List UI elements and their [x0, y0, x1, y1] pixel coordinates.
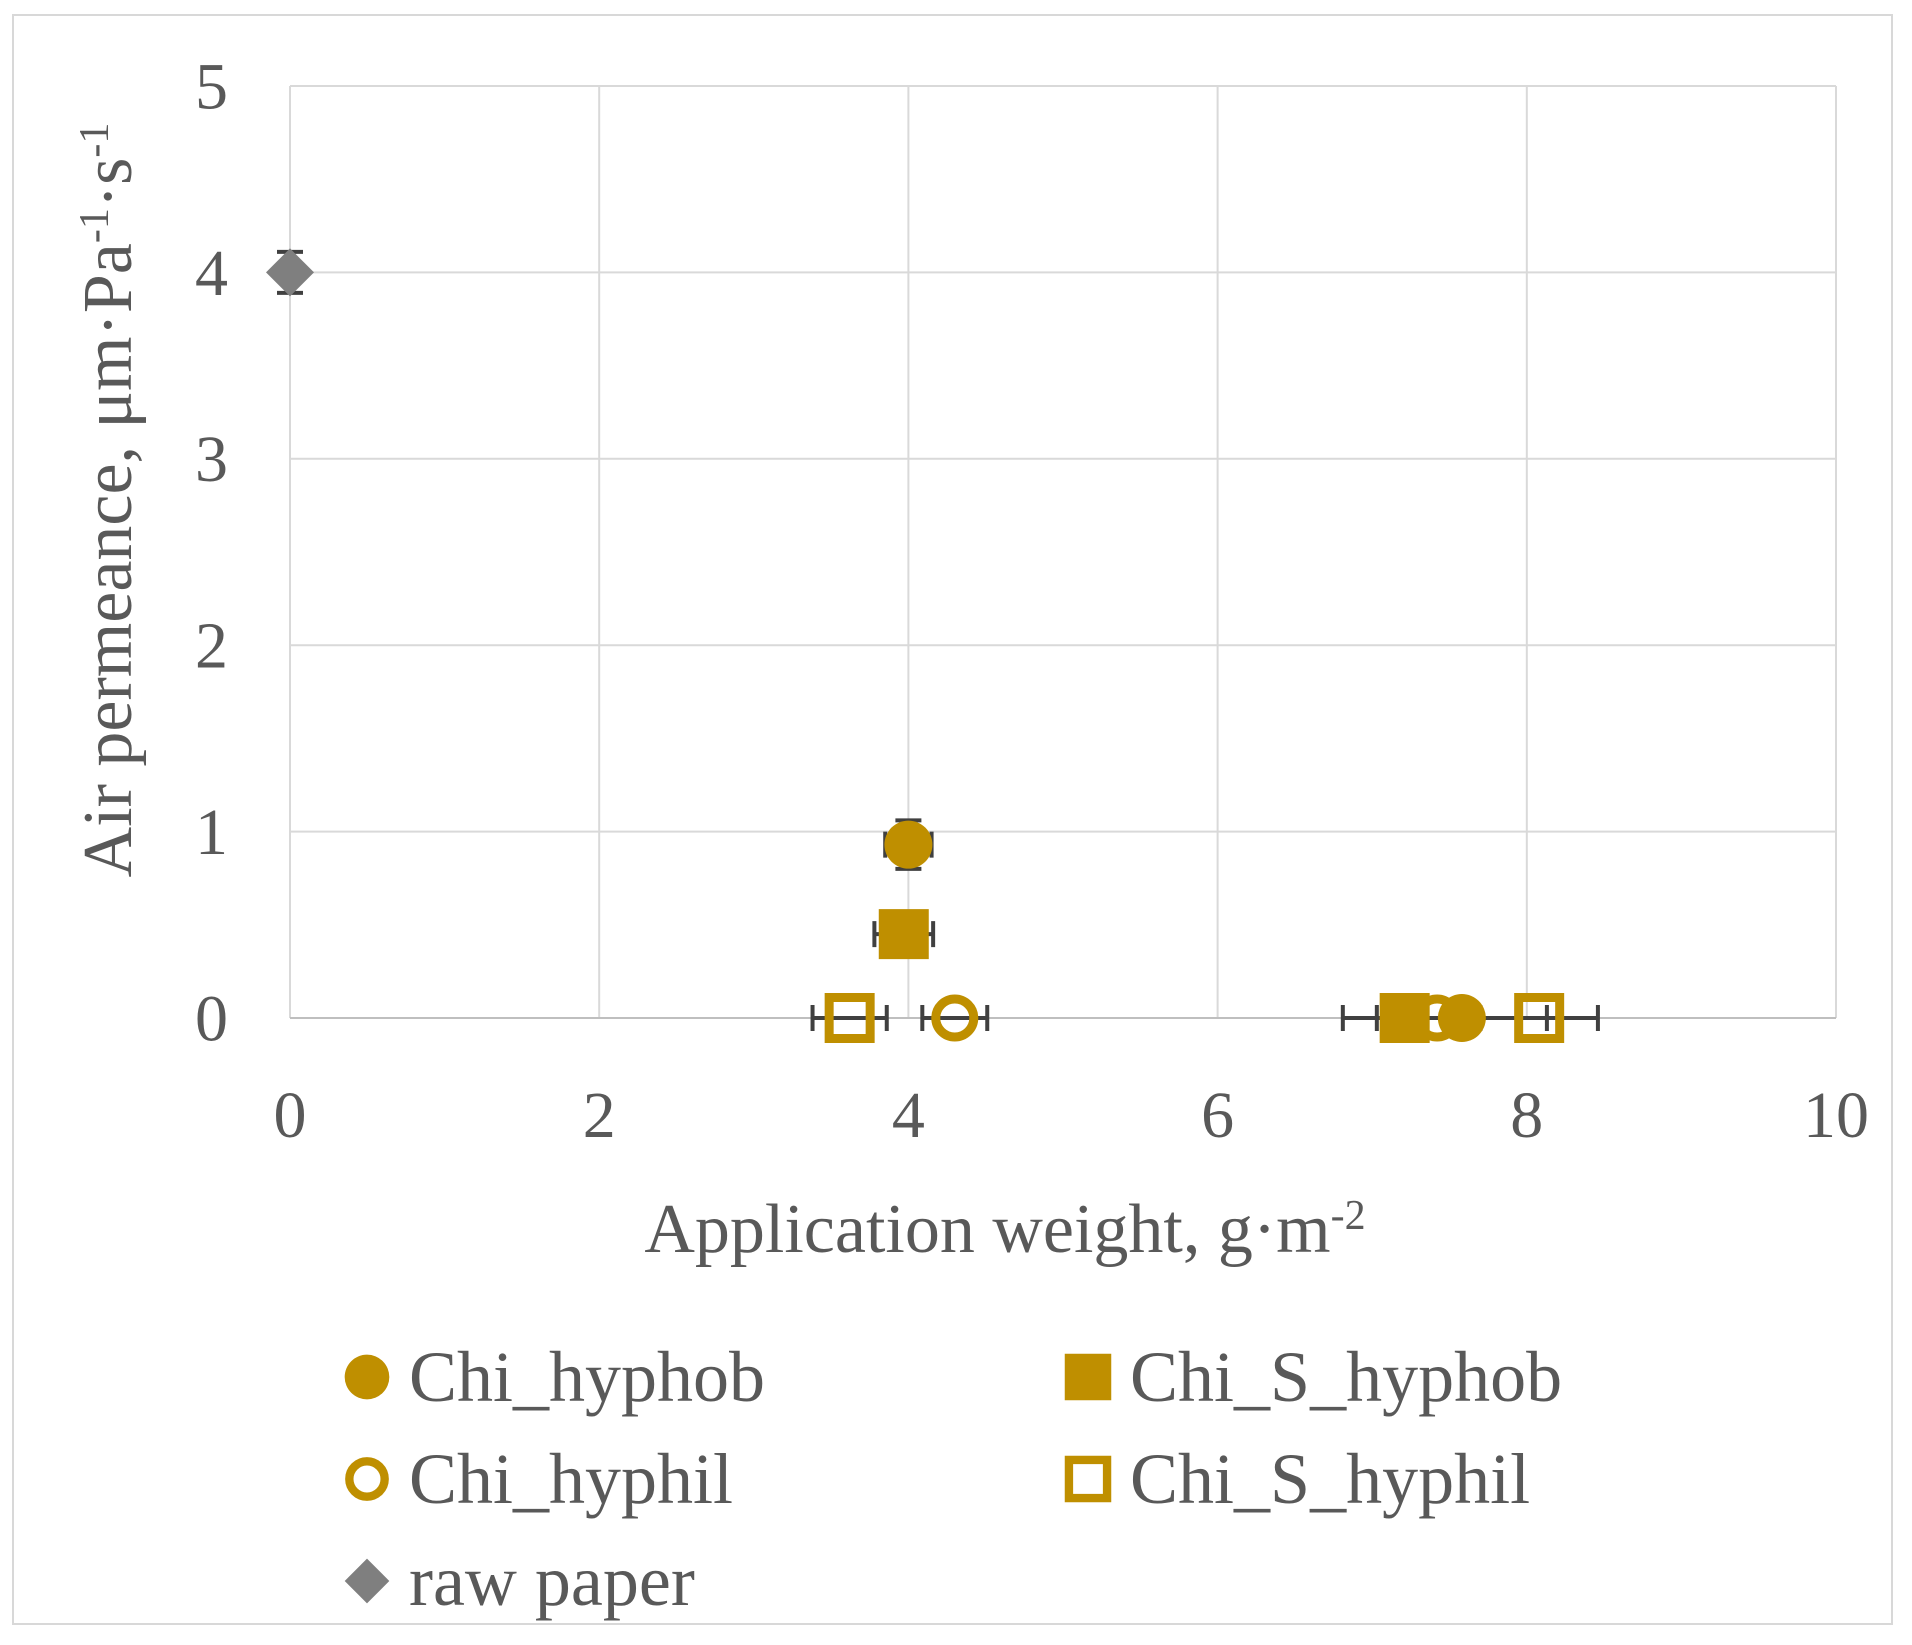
legend-label: Chi_hyphil — [409, 1438, 734, 1519]
axis-title-text: Air permeance, μm·Pa — [70, 243, 148, 878]
y-tick-label: 3 — [195, 423, 228, 496]
legend-marker-Chi_S_hyphob — [1064, 1353, 1112, 1401]
marker-raw paper — [266, 248, 314, 297]
legend-marker-raw paper — [344, 1558, 390, 1604]
marker-Chi_hyphob — [1437, 994, 1486, 1042]
legend-label: Chi_hyphob — [409, 1336, 766, 1417]
legend-marker-Chi_hyphil — [345, 1457, 389, 1501]
superscript: -1 — [72, 208, 118, 244]
y-tick-label: 2 — [195, 610, 228, 683]
axis-title-text: Application weight, g·m — [644, 1191, 1331, 1268]
y-tick-label: 1 — [195, 796, 228, 869]
legend-marker-square-open-icon — [1064, 1455, 1112, 1503]
x-tick-label: 4 — [892, 1079, 925, 1152]
figure-border — [12, 14, 1893, 1625]
legend-marker-square-filled-icon — [1064, 1353, 1112, 1401]
x-tick-label: 0 — [274, 1079, 307, 1152]
marker-Chi_S_hyphob — [1379, 993, 1430, 1043]
x-tick-label: 2 — [583, 1079, 616, 1152]
legend-marker-Chi_hyphob — [344, 1354, 390, 1400]
x-tick-label: 8 — [1510, 1079, 1543, 1152]
y-tick-label: 4 — [195, 237, 228, 310]
x-axis-title: Application weight, g·m-2 — [305, 1190, 1705, 1270]
legend-item-Chi_hyphil: Chi_hyphil — [341, 1439, 1062, 1519]
legend-item-raw-paper: raw paper — [341, 1541, 1062, 1621]
legend-item-Chi_hyphob: Chi_hyphob — [341, 1337, 1062, 1417]
legend: Chi_hyphob Chi_S_hyphob Chi_hyphil Chi_S_hy… — [341, 1337, 1562, 1621]
legend-label: Chi_S_hyphob — [1130, 1336, 1563, 1417]
marker-Chi_S_hyphob — [878, 909, 929, 960]
marker-Chi_hyphob — [884, 820, 933, 869]
legend-marker-circle-open-icon — [345, 1457, 389, 1501]
x-tick-label: 6 — [1201, 1079, 1234, 1152]
y-axis-title: Air permeance, μm·Pa-1·s-1 — [55, 30, 147, 970]
legend-marker-circle-filled-icon — [344, 1354, 390, 1400]
legend-item-Chi_S_hyphil: Chi_S_hyphil — [1062, 1439, 1562, 1519]
legend-marker-Chi_S_hyphil — [1064, 1455, 1112, 1503]
axis-title-text: ·s — [70, 157, 148, 209]
marker-Chi_S_hyphil — [1514, 993, 1565, 1043]
x-tick-label: 10 — [1803, 1079, 1869, 1152]
marker-Chi_S_hyphil — [824, 993, 875, 1043]
superscript: -2 — [1330, 1192, 1366, 1239]
legend-item-Chi_S_hyphob: Chi_S_hyphob — [1062, 1337, 1562, 1417]
legend-marker-diamond-filled-icon — [344, 1558, 390, 1604]
legend-label: Chi_S_hyphil — [1130, 1438, 1531, 1519]
y-tick-label: 0 — [195, 982, 228, 1055]
superscript: -1 — [72, 122, 118, 158]
y-tick-label: 5 — [195, 50, 228, 123]
legend-label: raw paper — [409, 1540, 695, 1621]
marker-Chi_hyphil — [931, 994, 979, 1042]
